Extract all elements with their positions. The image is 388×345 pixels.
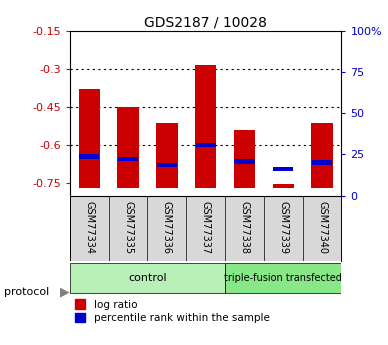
- Bar: [118, 157, 138, 161]
- Text: GSM77339: GSM77339: [278, 201, 288, 254]
- Text: protocol: protocol: [4, 287, 49, 296]
- Text: GSM77335: GSM77335: [123, 201, 133, 254]
- Bar: [311, 124, 333, 188]
- Text: ▶: ▶: [60, 285, 70, 298]
- Bar: [195, 65, 216, 188]
- Text: GSM77334: GSM77334: [84, 201, 94, 254]
- Bar: [196, 142, 216, 147]
- Text: GSM77336: GSM77336: [162, 201, 172, 254]
- Bar: [273, 167, 293, 171]
- Bar: [234, 159, 255, 164]
- Bar: [312, 160, 332, 165]
- Text: triple-fusion transfected: triple-fusion transfected: [224, 273, 342, 283]
- Text: GSM77340: GSM77340: [317, 201, 327, 254]
- FancyBboxPatch shape: [70, 263, 225, 293]
- FancyBboxPatch shape: [225, 263, 341, 293]
- Text: control: control: [128, 273, 167, 283]
- Title: GDS2187 / 10028: GDS2187 / 10028: [144, 16, 267, 30]
- Text: GSM77337: GSM77337: [201, 201, 211, 254]
- Bar: [79, 154, 99, 159]
- Bar: [78, 89, 100, 188]
- Legend: log ratio, percentile rank within the sample: log ratio, percentile rank within the sa…: [75, 299, 270, 323]
- Bar: [234, 130, 255, 188]
- Text: GSM77338: GSM77338: [239, 201, 249, 254]
- Bar: [117, 107, 139, 188]
- Bar: [272, 184, 294, 188]
- Bar: [156, 124, 177, 188]
- Bar: [157, 163, 177, 167]
